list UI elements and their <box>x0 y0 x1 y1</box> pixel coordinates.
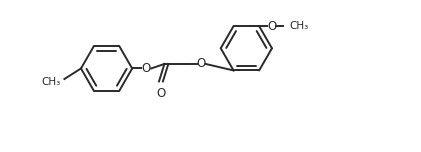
Text: O: O <box>197 57 206 70</box>
Text: O: O <box>141 62 150 75</box>
Text: O: O <box>267 20 277 33</box>
Text: CH₃: CH₃ <box>290 21 309 31</box>
Text: CH₃: CH₃ <box>42 77 61 87</box>
Text: O: O <box>156 87 165 100</box>
